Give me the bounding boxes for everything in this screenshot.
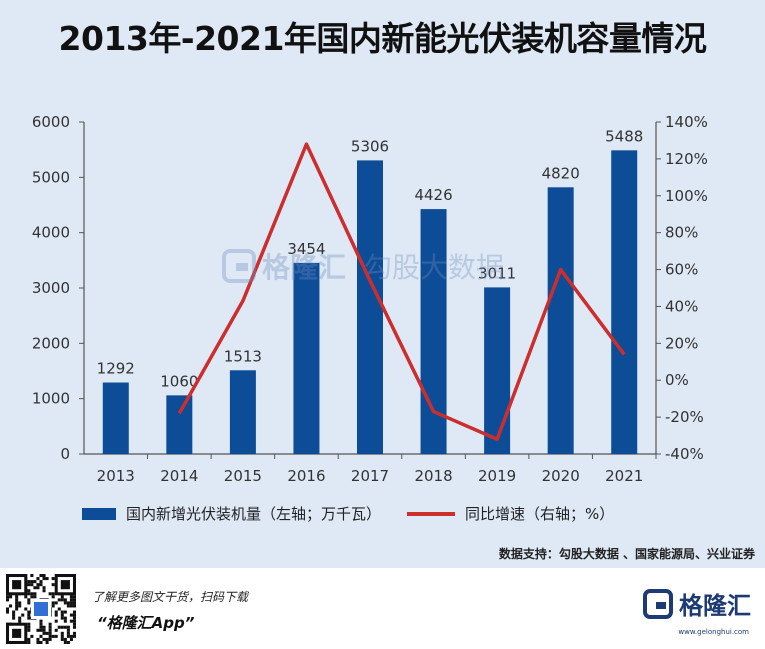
y-left-tick-label: 0 <box>60 445 70 463</box>
bar-data-label: 1292 <box>97 360 135 378</box>
legend-bar-label: 国内新增光伏装机量（左轴；万千瓦） <box>126 505 382 523</box>
watermark-data: 勾股大数据 <box>364 251 505 284</box>
brand-logo[interactable]: 格隆汇 <box>643 586 751 621</box>
y-right-tick-label: 100% <box>665 187 708 205</box>
x-tick-label: 2013 <box>97 467 135 485</box>
legend-line-swatch <box>407 511 456 516</box>
bar-data-label: 4426 <box>414 186 452 204</box>
legend-line-label: 同比增速（右轴；%） <box>465 505 615 523</box>
footer-app-name: “格隆汇App” <box>97 614 195 632</box>
bar <box>547 187 574 454</box>
x-tick-label: 2018 <box>414 467 452 485</box>
x-tick-label: 2021 <box>605 467 643 485</box>
x-tick-label: 2017 <box>351 467 389 485</box>
legend-item-bar: 国内新增光伏装机量（左轴；万千瓦） <box>82 503 381 524</box>
bar <box>102 382 129 454</box>
y-right-tick-label: 20% <box>665 334 698 352</box>
y-right-tick-label: 120% <box>665 150 708 168</box>
watermark: 格隆汇 勾股大数据 <box>222 246 504 286</box>
bar-data-label: 5488 <box>605 127 643 145</box>
y-right-tick-label: 40% <box>665 297 698 315</box>
legend-bar-swatch <box>82 507 116 520</box>
qr-code-icon[interactable] <box>6 574 76 644</box>
y-right-tick-label: 140% <box>665 113 708 131</box>
chart-title: 2013年-2021年国内新能光伏装机容量情况 <box>58 19 707 58</box>
bar-data-label: 1513 <box>224 347 262 365</box>
y-left-tick-label: 6000 <box>32 113 70 131</box>
brand-url: www.gelonghui.com <box>678 628 749 636</box>
bar <box>357 160 383 454</box>
bar <box>293 262 320 454</box>
legend: 国内新增光伏装机量（左轴；万千瓦） 同比增速（右轴；%） <box>82 503 640 524</box>
y-left-tick-label: 3000 <box>32 279 70 297</box>
footer-promo-text: 了解更多图文干货，扫码下载 <box>92 590 249 604</box>
y-left-tick-label: 1000 <box>32 390 70 408</box>
gelonghui-logo-icon <box>643 588 673 619</box>
x-tick-label: 2019 <box>478 467 516 485</box>
bar <box>166 395 193 454</box>
y-right-tick-label: 0% <box>665 371 689 389</box>
bar-data-label: 3454 <box>287 240 325 258</box>
y-right-tick-label: 60% <box>665 261 698 279</box>
watermark-brand: 格隆汇 <box>262 251 347 284</box>
y-right-tick-label: -40% <box>665 445 704 463</box>
footer: 了解更多图文干货，扫码下载 “格隆汇App” 格隆汇 www.gelonghui… <box>0 568 765 649</box>
chart-svg: 0 1000 2000 3000 4000 5000 6000 -40% -20% 0% 20% 40… <box>32 113 708 485</box>
y-right-tick-label: -20% <box>665 408 704 426</box>
x-tick-label: 2016 <box>287 467 325 485</box>
bar-data-label: 3011 <box>478 264 516 282</box>
legend-item-line: 同比增速（右轴；%） <box>407 503 614 524</box>
bar-data-label: 1060 <box>160 372 198 390</box>
source-note: 数据支持：勾股大数据 、国家能源局、兴业证券 <box>498 547 755 561</box>
bar-data-label: 5306 <box>351 137 389 155</box>
y-left-tick-label: 4000 <box>32 224 70 242</box>
bar <box>611 150 638 454</box>
x-tick-label: 2014 <box>160 467 198 485</box>
y-left-tick-label: 5000 <box>32 168 70 186</box>
y-left-tick-label: 2000 <box>32 334 70 352</box>
y-right-tick-label: 80% <box>665 224 698 242</box>
gelonghui-logo-icon <box>222 249 256 283</box>
x-tick-label: 2015 <box>224 467 262 485</box>
growth-line <box>177 142 626 441</box>
brand-name: 格隆汇 <box>679 592 751 620</box>
x-tick-label: 2020 <box>542 467 580 485</box>
bar-data-label: 4820 <box>542 164 580 182</box>
bar <box>484 287 511 454</box>
bar <box>229 370 256 454</box>
